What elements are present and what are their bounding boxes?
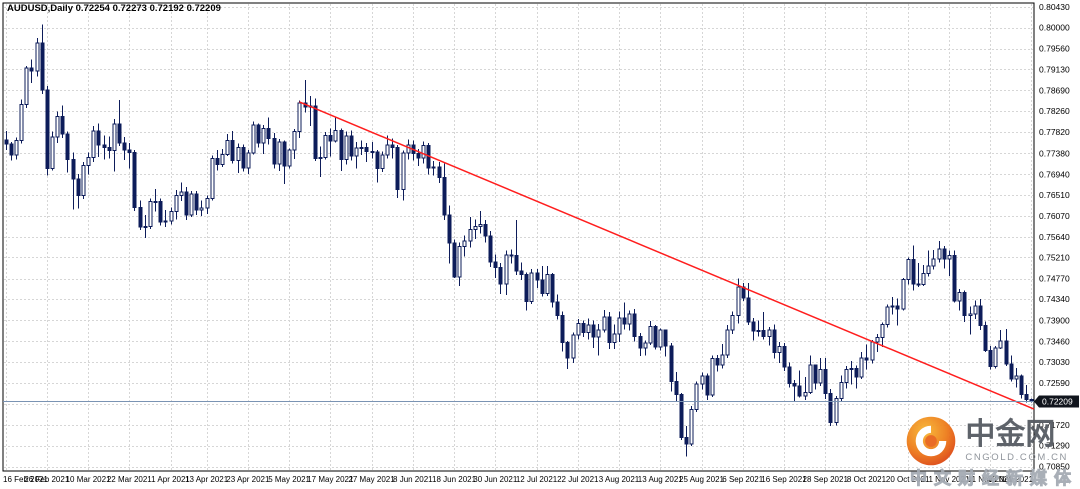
svg-text:0.74340: 0.74340	[1039, 294, 1070, 304]
svg-text:0.70850: 0.70850	[1039, 462, 1070, 472]
svg-text:11 Nov 2021: 11 Nov 2021	[968, 475, 1013, 484]
svg-text:0.76940: 0.76940	[1039, 169, 1070, 179]
svg-text:0.72209: 0.72209	[1042, 397, 1073, 407]
svg-text:0.79130: 0.79130	[1039, 64, 1070, 74]
svg-text:0.75210: 0.75210	[1039, 252, 1070, 262]
watermark-brand: 中金网	[965, 417, 1056, 451]
svg-text:8 Jun 2021: 8 Jun 2021	[393, 475, 433, 484]
svg-text:27 May 2021: 27 May 2021	[348, 475, 395, 484]
svg-text:0.73900: 0.73900	[1039, 315, 1070, 325]
svg-text:10 Mar 2021: 10 Mar 2021	[66, 475, 111, 484]
cngold-logo-icon	[904, 414, 958, 468]
svg-text:0.71720: 0.71720	[1039, 420, 1070, 430]
svg-text:0.80430: 0.80430	[1039, 2, 1070, 12]
svg-text:0.78260: 0.78260	[1039, 106, 1070, 116]
watermark: 中金网 CNGOLD.COM.CN 中文财经新媒体	[904, 414, 1078, 489]
svg-text:8 Oct 2021: 8 Oct 2021	[847, 475, 887, 484]
svg-text:16 Feb 2021: 16 Feb 2021	[3, 475, 48, 484]
svg-text:3 Aug 2021: 3 Aug 2021	[599, 475, 640, 484]
svg-text:22 Mar 2021: 22 Mar 2021	[107, 475, 152, 484]
svg-text:13 Aug 2021: 13 Aug 2021	[638, 475, 683, 484]
svg-text:23 Nov 2021: 23 Nov 2021	[988, 475, 1034, 484]
candlestick-series	[4, 24, 1034, 457]
svg-text:5 May 2021: 5 May 2021	[268, 475, 310, 484]
svg-text:0.75640: 0.75640	[1039, 232, 1070, 242]
svg-text:30 Jun 2021: 30 Jun 2021	[473, 475, 518, 484]
svg-text:0.72590: 0.72590	[1039, 378, 1070, 388]
svg-text:16 Sep 2021: 16 Sep 2021	[761, 475, 807, 484]
watermark-tagline: 中文财经新媒体	[910, 469, 1078, 489]
svg-text:0.77380: 0.77380	[1039, 148, 1070, 158]
svg-text:26 Feb 2021: 26 Feb 2021	[24, 475, 69, 484]
svg-text:28 Sep 2021: 28 Sep 2021	[803, 475, 849, 484]
current-price-label: 0.72209	[1034, 395, 1079, 408]
svg-text:0.78690: 0.78690	[1039, 85, 1070, 95]
svg-text:20 Oct 2021: 20 Oct 2021	[886, 475, 930, 484]
svg-text:1 Apr 2021: 1 Apr 2021	[151, 475, 190, 484]
svg-text:23 Apr 2021: 23 Apr 2021	[226, 475, 270, 484]
svg-text:6 Sep 2021: 6 Sep 2021	[722, 475, 763, 484]
svg-text:0.79560: 0.79560	[1039, 44, 1070, 54]
svg-text:0.73460: 0.73460	[1039, 336, 1070, 346]
svg-text:13 Apr 2021: 13 Apr 2021	[185, 475, 229, 484]
svg-text:0.73030: 0.73030	[1039, 357, 1070, 367]
svg-text:12 Jul 2021: 12 Jul 2021	[516, 475, 558, 484]
svg-text:0.71290: 0.71290	[1039, 441, 1070, 451]
descending-trendline[interactable]	[299, 101, 1035, 410]
svg-text:18 Jun 2021: 18 Jun 2021	[432, 475, 477, 484]
svg-text:0.80000: 0.80000	[1039, 23, 1070, 33]
svg-text:0.77820: 0.77820	[1039, 127, 1070, 137]
svg-text:0.74770: 0.74770	[1039, 274, 1070, 284]
svg-text:0.76070: 0.76070	[1039, 211, 1070, 221]
svg-text:1 Nov 2021: 1 Nov 2021	[928, 475, 969, 484]
svg-text:17 May 2021: 17 May 2021	[307, 475, 354, 484]
watermark-domain: CNGOLD.COM.CN	[965, 451, 1068, 463]
plot-area[interactable]	[2, 2, 1035, 472]
svg-text:25 Aug 2021: 25 Aug 2021	[679, 475, 724, 484]
svg-text:22 Jul 2021: 22 Jul 2021	[557, 475, 599, 484]
chart-title: AUDUSD,Daily 0.72254 0.72273 0.72192 0.7…	[7, 3, 221, 14]
svg-text:0.76510: 0.76510	[1039, 190, 1070, 200]
